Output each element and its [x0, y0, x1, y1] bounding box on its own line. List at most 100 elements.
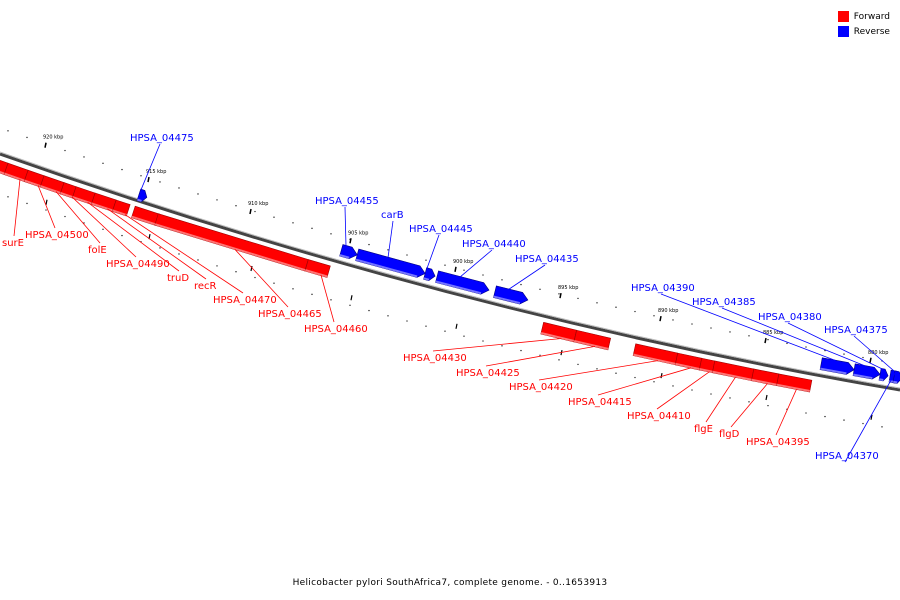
gene-label-hpsa_04500[interactable]: HPSA_04500 [25, 230, 89, 241]
scale-dot-upper [596, 302, 598, 304]
scale-dot-upper [805, 346, 807, 348]
gene-label-flgd[interactable]: flgD [719, 429, 740, 440]
gene-trud[interactable] [71, 186, 96, 205]
scale-dot-upper [254, 210, 256, 213]
gene-carb[interactable] [355, 248, 426, 278]
scale-dot-lower [748, 401, 750, 403]
leader-line [87, 201, 180, 272]
genome-backbone-highlight [0, 151, 900, 389]
gene-label-hpsa_04370[interactable]: HPSA_04370 [815, 451, 879, 462]
gene-label-hpsa_04425[interactable]: HPSA_04425 [456, 368, 520, 379]
gene-label-carb[interactable]: carB [381, 210, 404, 221]
gene-label-hpsa_04385[interactable]: HPSA_04385 [692, 297, 756, 308]
scale-dot-lower [273, 282, 275, 284]
leader-line [853, 335, 895, 372]
scale-dot-upper [159, 181, 161, 183]
scale-dot-upper [235, 205, 237, 207]
scale-dot-lower [501, 345, 503, 347]
leader-line [730, 383, 768, 428]
scale-dot-lower [805, 412, 807, 414]
genome-backbone [0, 152, 900, 392]
scale-dot-upper [197, 193, 199, 195]
scale-dot-lower [425, 325, 427, 327]
scale-tick-mark [454, 266, 457, 272]
leader-line [660, 293, 836, 361]
gene-hpsa_04465[interactable] [154, 213, 309, 272]
gene-sure[interactable] [3, 162, 29, 182]
scale-dot-lower [178, 253, 180, 255]
scale-dot-lower [710, 393, 712, 395]
reverse-swatch [837, 26, 849, 37]
gene-hpsa_04460[interactable] [304, 259, 331, 278]
gene-fole[interactable] [39, 175, 65, 195]
gene-hpsa_04415[interactable] [674, 352, 703, 371]
gene-label-fole[interactable]: folE [88, 245, 107, 256]
gene-hpsa_04455[interactable] [339, 244, 358, 260]
gene-label-flge[interactable]: flgE [694, 424, 713, 435]
scale-dot-upper [140, 175, 142, 177]
leader-line [721, 307, 866, 367]
gene-hpsa_04435[interactable] [493, 285, 529, 305]
gene-label-hpsa_04460[interactable]: HPSA_04460 [304, 324, 368, 335]
leader-line [538, 360, 659, 381]
gene-label-sure[interactable]: surE [2, 238, 24, 249]
gene-label-trud[interactable]: truD [167, 273, 189, 284]
gene-label-hpsa_04455[interactable]: HPSA_04455 [315, 196, 379, 207]
legend-forward-label: Forward [853, 11, 890, 22]
gene-label-hpsa_04395[interactable]: HPSA_04395 [746, 437, 810, 448]
scale-dot-lower [444, 330, 446, 332]
gene-hpsa_04410[interactable] [698, 357, 716, 374]
scale-dot-upper [406, 254, 408, 256]
gene-hpsa_04470[interactable] [112, 199, 131, 217]
gene-hpsa_04395[interactable] [776, 373, 813, 393]
leader-line [344, 206, 347, 247]
scale-dot-lower [520, 349, 522, 352]
gene-flgd[interactable] [751, 368, 780, 387]
gene-hpsa_04425[interactable] [573, 329, 611, 351]
label-leader-lines [13, 143, 897, 463]
scale-dot-upper [387, 249, 389, 251]
gene-label-recr[interactable]: recR [194, 281, 217, 292]
leader-line [485, 346, 596, 367]
gene-label-hpsa_04440[interactable]: HPSA_04440 [462, 239, 526, 250]
scale-tick-label: 920 kbp [43, 135, 63, 141]
gene-label-hpsa_04390[interactable]: HPSA_04390 [631, 283, 695, 294]
gene-label-hpsa_04435[interactable]: HPSA_04435 [515, 254, 579, 265]
legend-forward: Forward [837, 9, 890, 24]
leader-line [432, 338, 562, 352]
gene-label-hpsa_04465[interactable]: HPSA_04465 [258, 309, 322, 320]
gene-label-hpsa_04410[interactable]: HPSA_04410 [627, 411, 691, 422]
scale-dot-lower [881, 426, 883, 428]
scale-dot-lower [482, 340, 484, 342]
gene-hpsa_04385[interactable] [852, 363, 881, 380]
scale-dot-lower [577, 363, 579, 366]
scale-dot-lower [729, 397, 731, 399]
gene-label-hpsa_04475[interactable]: HPSA_04475 [130, 133, 194, 144]
gene-label-hpsa_04470[interactable]: HPSA_04470 [213, 295, 277, 306]
scale-dot-upper [292, 222, 294, 224]
gene-label-hpsa_04490[interactable]: HPSA_04490 [106, 259, 170, 270]
gene-label-hpsa_04420[interactable]: HPSA_04420 [509, 382, 573, 393]
gene-hpsa_04500[interactable] [23, 169, 45, 188]
scale-dot-lower [235, 271, 237, 273]
gene-hpsa_04475[interactable] [136, 188, 148, 203]
scale-dot-lower [254, 276, 256, 279]
gene-label-hpsa_04415[interactable]: HPSA_04415 [568, 397, 632, 408]
gene-label-hpsa_04375[interactable]: HPSA_04375 [824, 325, 888, 336]
scale-dot-lower [691, 389, 693, 391]
scale-dot-lower [311, 293, 313, 296]
gene-hpsa_04445[interactable] [423, 267, 436, 281]
gene-label-hpsa_04380[interactable]: HPSA_04380 [758, 312, 822, 323]
leader-line [320, 274, 335, 323]
scale-dot-upper [520, 283, 522, 286]
scale-dot-lower [862, 422, 864, 425]
gene-hpsa_04390[interactable] [819, 357, 855, 375]
gene-label-hpsa_04445[interactable]: HPSA_04445 [409, 224, 473, 235]
gene-recr[interactable] [90, 192, 117, 212]
gene-flge[interactable] [712, 360, 755, 382]
leader-line [37, 185, 56, 229]
gene-label-hpsa_04430[interactable]: HPSA_04430 [403, 353, 467, 364]
scale-tick-mark-lower [455, 323, 458, 329]
gene-hpsa_04380[interactable] [878, 368, 889, 382]
gene-hpsa_04440[interactable] [435, 270, 490, 295]
